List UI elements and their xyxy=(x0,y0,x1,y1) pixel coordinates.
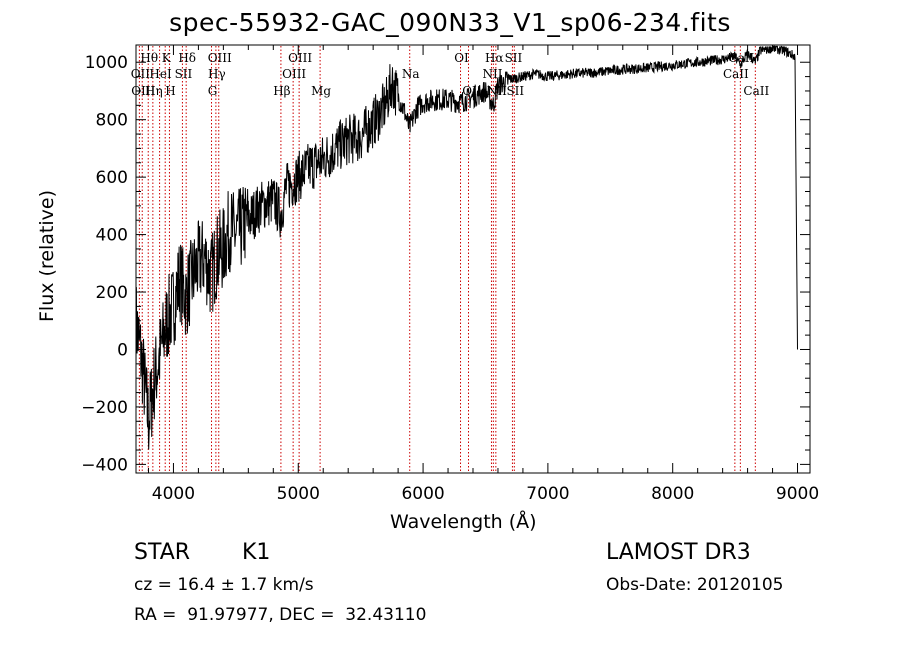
y-axis-label: Flux (relative) xyxy=(36,189,58,323)
line-label-3: K xyxy=(162,51,172,65)
line-label-10: Hγ xyxy=(208,67,226,81)
line-label-25: CaII xyxy=(723,67,749,81)
line-label-8: SII xyxy=(175,67,193,81)
line-label-24: CaII xyxy=(728,51,754,65)
obs-date: Obs-Date: 20120105 xyxy=(606,575,784,595)
y-tick-label: 0 xyxy=(117,340,128,360)
line-label-22: SII xyxy=(505,51,523,65)
x-tick-label: 8000 xyxy=(651,484,694,504)
line-label-21: NII xyxy=(487,84,507,98)
y-tick-label: 200 xyxy=(96,283,128,303)
line-labels: Hθ OII OIII K HeI Hη H Hδ SII OIII Hγ G Hβ OIII OIII Mg… xyxy=(131,51,770,98)
line-label-12: Hβ xyxy=(273,84,290,98)
y-tick-label: 800 xyxy=(96,111,128,131)
coordinates: RA = 91.97977, DEC = 32.43110 xyxy=(134,605,427,625)
y-tick-label: 600 xyxy=(96,168,128,188)
line-label-11: G xyxy=(208,84,218,98)
line-label-0: Hθ xyxy=(140,51,158,65)
line-markers xyxy=(138,46,756,472)
line-label-26: CaII xyxy=(743,84,769,98)
line-label-19: Hα xyxy=(485,51,504,65)
survey-name: LAMOST DR3 xyxy=(606,540,751,565)
line-label-5: Hη xyxy=(145,84,163,98)
line-label-15: Mg xyxy=(311,84,331,98)
object-class: STAR xyxy=(134,540,191,565)
y-tick-label: 400 xyxy=(96,226,128,246)
y-tick-label: −200 xyxy=(81,398,128,418)
line-label-17: OI xyxy=(454,51,469,65)
y-tick-label: −400 xyxy=(81,455,128,475)
line-label-18: OI xyxy=(462,84,477,98)
x-tick-label: 9000 xyxy=(776,484,819,504)
object-subclass: K1 xyxy=(242,540,271,565)
line-label-4: HeI xyxy=(149,67,172,81)
x-tick-label: 6000 xyxy=(401,484,444,504)
axes: 4000 5000 6000 7000 8000 9000 −400 −200 0 200 400 6… xyxy=(81,44,819,504)
line-label-20: NII xyxy=(482,67,502,81)
x-tick-label: 5000 xyxy=(277,484,320,504)
plot-frame xyxy=(135,44,811,474)
line-label-1: OII xyxy=(131,67,151,81)
x-tick-label: 4000 xyxy=(152,484,195,504)
spectrum-line xyxy=(135,45,798,450)
line-label-13: OIII xyxy=(288,51,312,65)
line-label-14: OIII xyxy=(282,67,306,81)
line-label-23: SII xyxy=(506,84,524,98)
y-tick-label: 1000 xyxy=(85,53,128,73)
line-label-2: OIII xyxy=(131,84,155,98)
line-label-9: OIII xyxy=(208,51,232,65)
x-axis-label: Wavelength (Å) xyxy=(390,511,537,533)
spectrum-series xyxy=(135,45,798,450)
chart-title: spec-55932-GAC_090N33_V1_sp06-234.fits xyxy=(169,8,731,37)
redshift-text: cz = 16.4 ± 1.7 km/s xyxy=(134,575,314,595)
line-label-6: H xyxy=(165,84,175,98)
line-label-7: Hδ xyxy=(178,51,196,65)
x-tick-label: 7000 xyxy=(526,484,569,504)
line-label-16: Na xyxy=(402,67,420,81)
